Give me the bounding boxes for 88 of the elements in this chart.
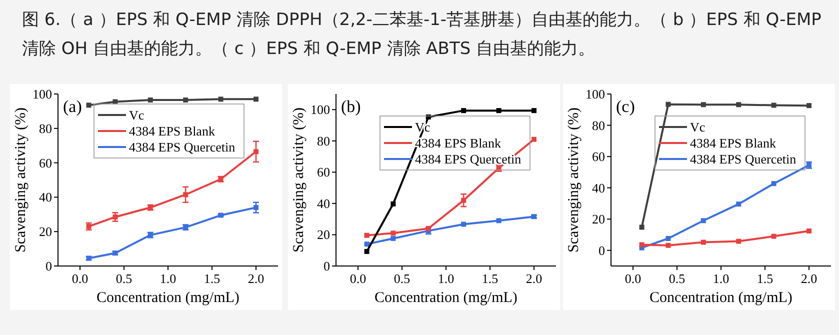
y-tick-label: 60 [317, 164, 330, 180]
y-tick-label: 40 [39, 190, 52, 205]
x-tick-label: 0.5 [394, 271, 410, 286]
point [736, 202, 742, 207]
point [86, 102, 92, 108]
point [218, 96, 224, 102]
legend-label: 4384 EPS Quercetin [129, 140, 236, 154]
legend-label: Vc [690, 120, 706, 134]
point [496, 108, 502, 114]
point [461, 222, 466, 227]
point [700, 218, 706, 224]
y-tick-label: 100 [586, 86, 605, 102]
point [254, 205, 258, 210]
x-tick-label: 1.5 [756, 271, 774, 286]
point [390, 201, 396, 206]
point [806, 228, 812, 234]
point [254, 96, 258, 102]
x-tick-label: 0.0 [624, 271, 642, 286]
point [532, 108, 536, 114]
legend-label: 4384 EPS Blank [129, 124, 216, 138]
annotation: (a) [63, 97, 82, 116]
y-tick-label: 80 [317, 133, 330, 148]
legend-label: 4384 EPS Blank [690, 136, 776, 150]
x-tick-label: 1.5 [204, 271, 220, 286]
y-tick-label: 0 [324, 258, 330, 274]
point [426, 226, 431, 231]
y-axis-title: Scavenging activity (%) [291, 108, 307, 252]
x-tick-label: 2.0 [526, 271, 542, 286]
point [112, 99, 118, 104]
y-tick-label: 20 [39, 224, 52, 240]
point [496, 218, 502, 224]
y-tick-label: 40 [592, 180, 605, 196]
point [666, 242, 671, 248]
point [364, 248, 370, 254]
point [771, 234, 776, 239]
x-tick-label: 0.5 [668, 271, 686, 286]
y-tick-label: 60 [39, 155, 52, 170]
point [364, 232, 370, 238]
y-tick-label: 0 [598, 242, 605, 258]
x-axis-title: Concentration (mg/mL) [650, 290, 792, 306]
x-tick-label: 2.0 [800, 271, 818, 286]
point [461, 108, 466, 114]
point [666, 236, 671, 241]
x-axis-title: Concentration (mg/mL) [374, 290, 518, 306]
point [254, 149, 258, 154]
x-tick-label: 0.0 [72, 271, 88, 286]
point [390, 236, 396, 241]
y-tick-label: 20 [592, 212, 605, 227]
legend-label: Vc [129, 108, 144, 122]
point [639, 224, 644, 230]
x-tick-label: 0.5 [116, 271, 132, 286]
point [183, 192, 188, 198]
point [700, 102, 706, 108]
x-tick-label: 1.5 [482, 271, 498, 286]
y-tick-label: 80 [592, 118, 605, 133]
point [390, 230, 396, 236]
point [736, 238, 742, 244]
point [364, 242, 370, 247]
y-tick-label: 100 [32, 86, 52, 102]
x-tick-label: 0.0 [350, 271, 366, 286]
legend-label: 4384 EPS Quercetin [690, 152, 797, 166]
y-tick-label: 60 [592, 149, 605, 164]
x-tick-label: 1.0 [160, 271, 176, 286]
point [639, 242, 644, 248]
x-tick-label: 2.0 [248, 271, 264, 286]
point [183, 98, 188, 103]
point [736, 102, 742, 108]
point [666, 102, 671, 107]
point [806, 103, 812, 108]
annotation: (b) [341, 97, 361, 116]
x-tick-label: 1.0 [438, 271, 454, 286]
point [771, 102, 776, 108]
y-tick-label: 40 [317, 196, 330, 211]
y-tick-label: 20 [317, 227, 330, 242]
y-axis-title: Scavenging activity (%) [13, 108, 29, 252]
y-tick-label: 100 [310, 102, 330, 118]
y-tick-label: 0 [46, 258, 52, 274]
x-tick-label: 1.0 [712, 271, 730, 286]
y-axis-title: Scavenging activity (%) [566, 108, 582, 252]
y-tick-label: 80 [39, 120, 52, 136]
point [700, 240, 706, 245]
point [148, 98, 153, 103]
point [771, 181, 776, 186]
point [532, 136, 536, 142]
text: 图 6.（ a ）EPS 和 Q-EMP 清除 DPPH（2,2-二苯基-1-苦基肼基）自由基的能力。（ b ）EPS 和 Q-EMP 清除 OH 自由基的能力。（ c ）EPS 和 Q-EMP 清除 ABTS 自由基的能力。 [22, 9, 822, 61]
point [461, 198, 466, 203]
annotation: (c) [616, 97, 635, 116]
x-axis-title: Concentration (mg/mL) [96, 290, 240, 306]
